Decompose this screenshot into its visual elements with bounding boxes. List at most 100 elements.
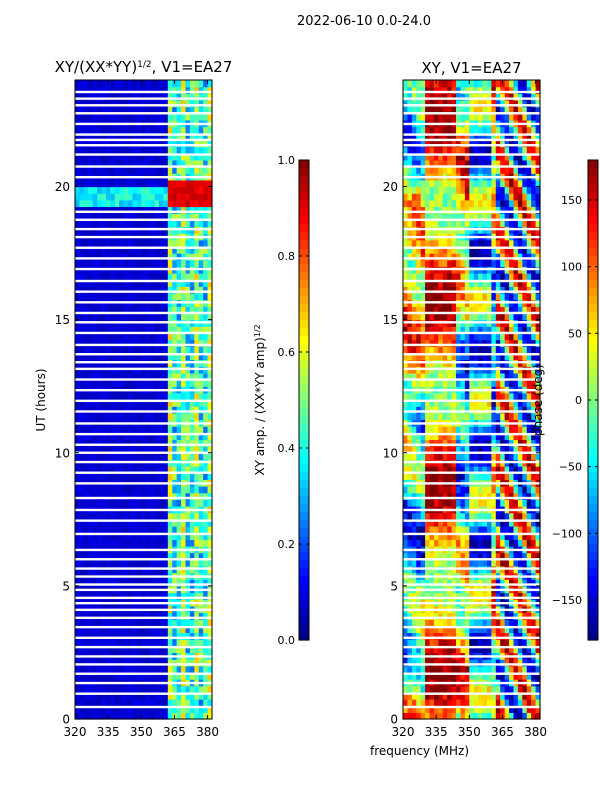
amp-cell: [154, 159, 160, 168]
amp-cell: [163, 486, 169, 494]
phase-cell: [420, 512, 426, 520]
phase-cell: [482, 645, 488, 654]
amp-cell: [141, 446, 147, 454]
amp-cell: [114, 539, 120, 547]
amp-colorbar-step: [299, 424, 309, 433]
amp-cell: [189, 619, 195, 627]
phase-cell: [509, 619, 515, 627]
amp-cell: [150, 346, 156, 354]
amp-cell: [92, 186, 98, 194]
phase-cell: [464, 472, 470, 480]
phase-cell: [451, 452, 457, 461]
amp-cell: [158, 532, 164, 540]
phase-cell: [464, 332, 470, 341]
amp-cell: [79, 712, 85, 720]
phase-cell: [460, 699, 466, 707]
amp-cell: [176, 619, 182, 627]
amp-cell: [176, 472, 182, 480]
phase-cell: [425, 399, 431, 407]
amp-cell: [189, 452, 195, 461]
amp-cell: [167, 532, 173, 540]
amp-cell: [88, 186, 94, 194]
phase-cell: [420, 685, 426, 693]
phase-cell: [411, 619, 417, 627]
amp-cell: [207, 446, 213, 454]
phase-cell: [407, 432, 413, 441]
amp-cell: [203, 472, 209, 480]
amp-cell: [207, 612, 213, 620]
amp-cell: [207, 639, 213, 647]
amp-cell: [75, 612, 81, 620]
phase-cell: [407, 559, 413, 567]
phase-cell: [420, 532, 426, 540]
amp-cell: [154, 672, 160, 680]
phase-cell: [447, 665, 453, 674]
phase-cell: [517, 439, 523, 447]
phase-cell: [504, 326, 510, 334]
phase-cell: [509, 326, 515, 334]
phase-cell: [460, 712, 466, 720]
amp-cell: [132, 632, 138, 640]
amp-cell: [92, 246, 98, 254]
amp-cell: [75, 492, 81, 500]
amp-cell: [110, 306, 116, 314]
amp-cell: [189, 206, 195, 214]
amp-cell: [176, 153, 182, 161]
amp-cell: [176, 645, 182, 654]
amp-cell: [141, 379, 147, 387]
amp-cell: [101, 219, 107, 228]
amp-colorbar-step: [299, 384, 309, 393]
amp-cell: [132, 486, 138, 494]
amp-ytick-label: 15: [55, 313, 70, 327]
amp-cell: [83, 399, 89, 407]
amp-cell: [105, 126, 111, 134]
amp-cell: [198, 439, 204, 447]
phase-cell: [504, 339, 510, 347]
amp-cell: [92, 612, 98, 620]
amp-cell: [203, 392, 209, 401]
amp-cell: [189, 80, 195, 88]
amp-cell: [198, 406, 204, 414]
amp-cell: [145, 452, 151, 461]
amp-cell: [97, 86, 103, 94]
phase-cell: [429, 579, 435, 587]
amp-cell: [189, 213, 195, 221]
amp-cell: [189, 293, 195, 301]
amp-cell: [207, 632, 213, 640]
phase-cell: [482, 492, 488, 500]
phase-cell: [438, 346, 444, 354]
amp-cell: [83, 412, 89, 421]
amp-cell: [79, 466, 85, 474]
amp-cell: [176, 705, 182, 713]
amp-cell: [123, 625, 129, 634]
phase-cell: [416, 552, 422, 560]
amp-cell: [145, 253, 151, 261]
amp-cell: [150, 273, 156, 281]
amp-cell: [101, 106, 107, 114]
amp-cell: [105, 99, 111, 108]
phase-cell: [433, 512, 439, 520]
amp-cell: [207, 559, 213, 567]
phase-cell: [495, 512, 501, 520]
phase-cell: [531, 625, 537, 634]
amp-flagged-row: [75, 279, 212, 283]
phase-cell: [438, 699, 444, 707]
phase-cell: [420, 492, 426, 500]
amp-cell: [136, 166, 142, 174]
amp-cell: [189, 486, 195, 494]
phase-cell: [469, 439, 475, 447]
amp-cell: [194, 153, 200, 161]
amp-cell: [172, 273, 178, 281]
phase-cell: [526, 492, 532, 500]
amp-cell: [158, 645, 164, 654]
phase-cell: [482, 532, 488, 540]
amp-cell: [101, 412, 107, 421]
amp-cell: [132, 439, 138, 447]
amp-cell: [207, 712, 213, 720]
amp-cell: [110, 412, 116, 421]
phase-cell: [513, 552, 519, 560]
amp-cell: [128, 499, 134, 507]
phase-cell: [464, 512, 470, 520]
amp-cell: [176, 372, 182, 381]
phase-cell: [509, 712, 515, 720]
